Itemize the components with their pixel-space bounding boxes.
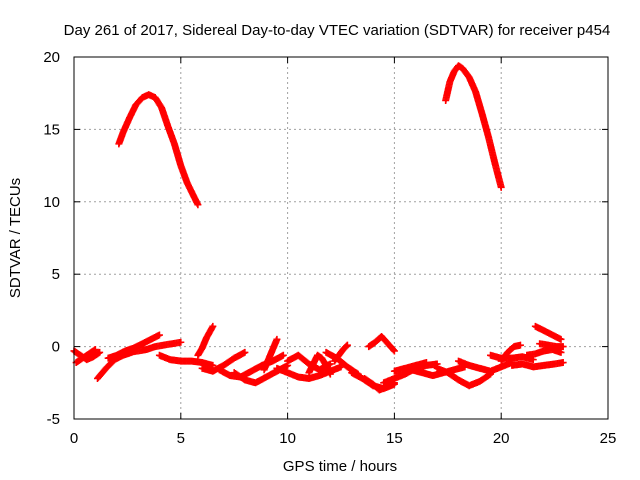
data-point: [96, 348, 104, 356]
data-point: [326, 370, 334, 378]
data-point: [91, 345, 99, 353]
data-point: [389, 346, 397, 354]
series-arc-08: [198, 348, 249, 375]
data-point: [177, 338, 185, 346]
data-point: [516, 341, 524, 349]
series-arc-07: [194, 322, 217, 359]
data-point: [155, 331, 163, 339]
series-arc-21: [390, 359, 430, 375]
data-point: [559, 359, 567, 367]
x-tick-label: 5: [177, 430, 185, 447]
x-tick-label: 25: [600, 430, 617, 447]
data-point: [557, 335, 565, 343]
series-arc-27: [508, 359, 567, 371]
chart-title: Day 261 of 2017, Sidereal Day-to-day VTE…: [64, 22, 611, 39]
series-arc-14: [305, 351, 334, 378]
data-point: [559, 343, 567, 351]
y-tick-label: -5: [47, 411, 60, 428]
series-arc-11: [260, 335, 281, 374]
x-tick-label: 10: [279, 430, 296, 447]
y-tick-label: 5: [52, 266, 60, 283]
y-axis-label: SDTVAR / TECUs: [7, 178, 24, 298]
data-point: [273, 335, 281, 343]
x-axis-label: GPS time / hours: [283, 458, 397, 475]
series-arc-06: [155, 351, 217, 369]
y-tick-label: 15: [43, 121, 60, 138]
data-point: [241, 348, 249, 356]
series-arc-29: [531, 322, 565, 343]
series-arc-02: [72, 345, 99, 367]
axis-ticks: 0 5 10 15 20 25 -5 0 5 10 15 20: [43, 49, 616, 447]
data-point: [422, 359, 430, 367]
series-arc-05: [126, 338, 185, 356]
series-arc-morning-peak: [115, 91, 202, 209]
series-arc-03: [93, 348, 136, 382]
series-arc-26: [497, 341, 524, 365]
x-tick-label: 15: [386, 430, 403, 447]
series-arc-30: [536, 340, 567, 351]
data-point: [279, 351, 287, 359]
data-point: [209, 322, 217, 330]
x-tick-label: 0: [70, 430, 78, 447]
data-marks: [70, 62, 567, 394]
series-arc-16: [331, 341, 351, 365]
series-arc-25: [487, 351, 537, 364]
series-arc-24: [454, 357, 516, 375]
y-tick-label: 0: [52, 339, 60, 356]
x-tick-label: 20: [493, 430, 510, 447]
data-point: [390, 347, 398, 355]
series-arc-19: [365, 332, 398, 355]
plot-frame: [73, 56, 609, 420]
y-tick-label: 10: [43, 194, 60, 211]
data-point: [194, 201, 202, 209]
series-arc-evening-peak: [442, 62, 505, 191]
y-tick-label: 20: [43, 49, 60, 66]
data-point: [343, 342, 351, 350]
data-point: [497, 183, 505, 191]
data-point: [343, 341, 351, 349]
